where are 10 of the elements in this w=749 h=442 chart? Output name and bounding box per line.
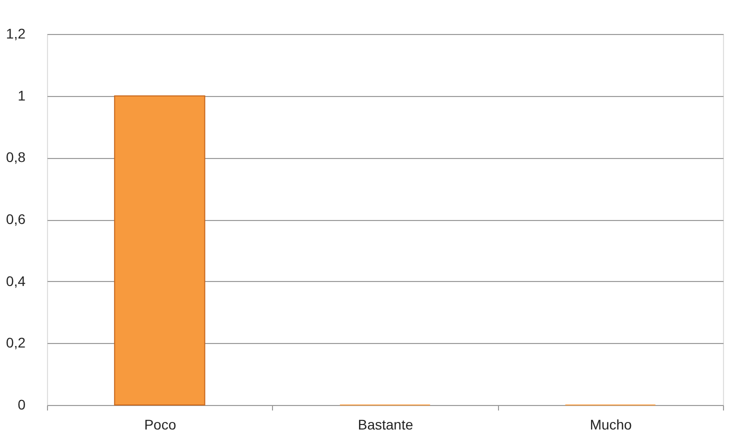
y-tick-label: 0,8	[6, 149, 26, 166]
x-tick-label: Mucho	[590, 416, 632, 432]
y-tick-label: 0,6	[6, 211, 26, 227]
y-tick-label: 0,2	[6, 334, 26, 351]
x-tick-label: Poco	[144, 416, 176, 432]
y-tick-label: 1,2	[6, 26, 26, 42]
y-tick-label: 0	[18, 396, 26, 412]
y-tick-label: 1	[18, 87, 26, 104]
x-tick-label: Bastante	[358, 416, 414, 432]
y-tick-label: 0,4	[6, 272, 26, 289]
